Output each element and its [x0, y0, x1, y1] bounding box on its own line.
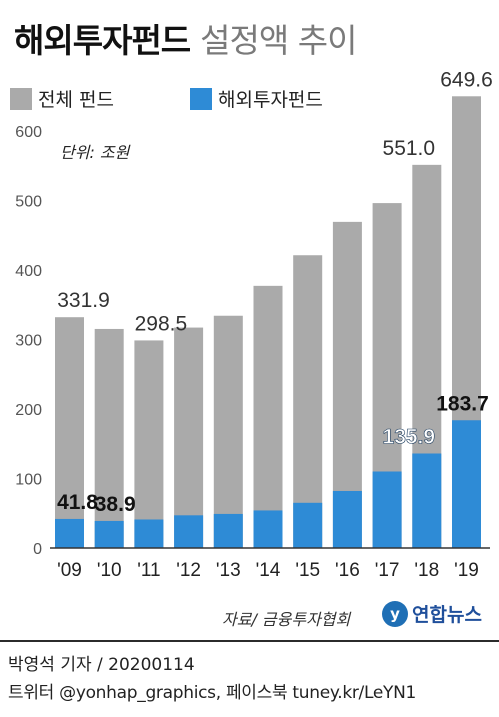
y-tick-label: 600 [15, 124, 42, 141]
bar-total [134, 340, 164, 548]
reporter-credit: 박영석 기자 / 20200114 [8, 655, 195, 675]
bar-overseas [55, 518, 84, 548]
data-label-total: 331.9 [57, 289, 110, 312]
data-label-total: 649.6 [440, 68, 493, 91]
chart-title-sub: 설정액 추이 [200, 21, 357, 60]
data-label-overseas: 183.7 [436, 392, 489, 415]
legend-label-overseas: 해외투자펀드 [218, 89, 323, 111]
x-tick-label: '15 [295, 560, 320, 581]
y-tick-label: 500 [15, 193, 42, 210]
x-tick-label: '18 [414, 560, 439, 581]
data-label-total: 551.0 [383, 137, 436, 160]
data-label-overseas: 41.8 [57, 491, 98, 514]
x-tick-label: '13 [216, 560, 241, 581]
bar-overseas [253, 510, 283, 548]
data-label-total: 298.5 [135, 312, 188, 335]
data-label-overseas: 135.9 [383, 425, 436, 448]
bar-overseas [293, 502, 323, 548]
x-tick-label: '14 [256, 560, 281, 581]
y-tick-label: 200 [15, 402, 42, 419]
unit-label: 단위: 조원 [60, 143, 131, 162]
legend-label-total: 전체 펀드 [38, 89, 114, 111]
y-tick-label: 100 [15, 471, 42, 488]
social-links: 트위터 @yonhap_graphics, 페이스북 tuney.kr/LeYN… [8, 683, 417, 703]
legend-swatch-total [10, 88, 32, 110]
bar-overseas [332, 490, 362, 548]
x-tick-label: '16 [335, 560, 360, 581]
x-tick-label: '17 [375, 560, 400, 581]
yonhap-logo-icon: y [382, 600, 408, 627]
bar-total [213, 315, 243, 548]
bar-total [253, 285, 283, 548]
chart-title: 해외투자펀드 설정액 추이 [14, 14, 357, 62]
bar-total [174, 327, 204, 548]
bar-overseas [134, 519, 164, 548]
yonhap-logo: y 연합뉴스 [382, 600, 482, 627]
bar-overseas [94, 520, 124, 548]
bar-overseas [213, 513, 243, 548]
source-note: 자료/ 금융투자협회 [222, 610, 351, 629]
y-tick-label: 0 [33, 541, 42, 558]
footer-divider [0, 640, 499, 642]
bar-total [55, 317, 84, 548]
bar-overseas [174, 515, 204, 548]
bar-total [293, 255, 323, 548]
bar-overseas [452, 420, 481, 548]
legend-swatch-overseas [190, 88, 212, 110]
bar-overseas [412, 453, 442, 548]
bar-overseas [372, 471, 402, 548]
x-tick-label: '19 [454, 560, 479, 581]
x-tick-label: '12 [176, 560, 201, 581]
bar-total [94, 328, 124, 548]
x-tick-label: '10 [97, 560, 122, 581]
y-tick-label: 400 [15, 263, 42, 280]
x-tick-label: '11 [137, 560, 160, 581]
chart-title-main: 해외투자펀드 [14, 21, 191, 60]
data-label-overseas: 38.9 [95, 493, 136, 516]
yonhap-logo-text: 연합뉴스 [412, 604, 482, 626]
y-tick-label: 300 [15, 332, 42, 349]
x-tick-label: '09 [57, 560, 82, 581]
